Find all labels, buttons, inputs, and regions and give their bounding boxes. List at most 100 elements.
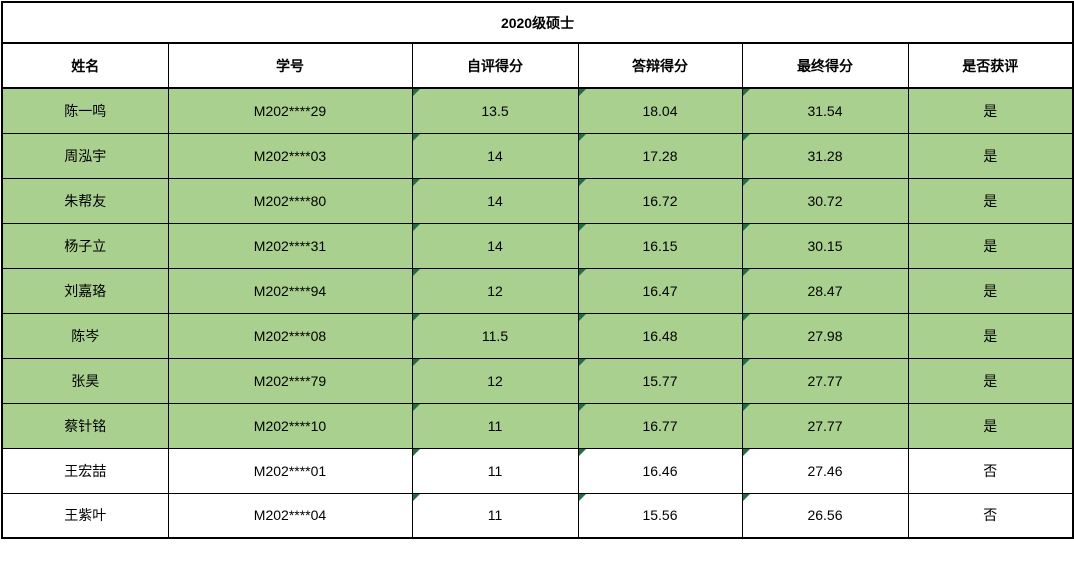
self-score: 14	[487, 237, 503, 254]
cell-self-score[interactable]: 11	[411, 402, 579, 449]
cell-final-score[interactable]: 27.77	[741, 402, 909, 449]
cell-student-id[interactable]: M202****08	[167, 312, 413, 359]
error-indicator-icon	[413, 134, 420, 141]
column-header-self-score[interactable]: 自评得分	[411, 42, 579, 89]
cell-self-score[interactable]: 12	[411, 357, 579, 404]
cell-student-name[interactable]: 蔡针铭	[1, 402, 169, 449]
cell-final-score[interactable]: 27.77	[741, 357, 909, 404]
cell-self-score[interactable]: 12	[411, 267, 579, 314]
cell-student-name[interactable]: 杨子立	[1, 222, 169, 269]
cell-student-id[interactable]: M202****01	[167, 447, 413, 494]
cell-student-name[interactable]: 刘嘉珞	[1, 267, 169, 314]
cell-self-score[interactable]: 14	[411, 177, 579, 224]
student-id: M202****10	[253, 417, 327, 434]
cell-defense-score[interactable]: 16.15	[577, 222, 743, 269]
cell-student-id[interactable]: M202****10	[167, 402, 413, 449]
cell-final-score[interactable]: 28.47	[741, 267, 909, 314]
cell-awarded[interactable]: 否	[907, 447, 1074, 494]
column-header-defense-score[interactable]: 答辩得分	[577, 42, 743, 89]
final-score: 26.56	[807, 507, 843, 524]
student-name: 王紫叶	[64, 507, 107, 524]
cell-final-score[interactable]: 27.98	[741, 312, 909, 359]
cell-final-score[interactable]: 27.46	[741, 447, 909, 494]
cell-awarded[interactable]: 是	[907, 357, 1074, 404]
defense-score: 17.28	[642, 147, 678, 164]
table-row: 蔡针铭 M202****10 11 16.77 27.77 是	[1, 402, 1074, 449]
cell-final-score[interactable]: 26.56	[741, 492, 909, 539]
cell-awarded[interactable]: 否	[907, 492, 1074, 539]
cell-student-id[interactable]: M202****03	[167, 132, 413, 179]
cell-awarded[interactable]: 是	[907, 87, 1074, 134]
error-indicator-icon	[743, 449, 750, 456]
cell-defense-score[interactable]: 18.04	[577, 87, 743, 134]
error-indicator-icon	[413, 179, 420, 186]
error-indicator-icon	[743, 494, 750, 501]
cell-defense-score[interactable]: 17.28	[577, 132, 743, 179]
cell-self-score[interactable]: 14	[411, 222, 579, 269]
cell-final-score[interactable]: 30.15	[741, 222, 909, 269]
cell-self-score[interactable]: 11.5	[411, 312, 579, 359]
column-header-label: 是否获评	[962, 57, 1019, 74]
awarded-status: 是	[983, 372, 998, 389]
table-row: 朱帮友 M202****80 14 16.72 30.72 是	[1, 177, 1074, 224]
cell-student-name[interactable]: 王宏喆	[1, 447, 169, 494]
cell-defense-score[interactable]: 15.56	[577, 492, 743, 539]
cell-student-name[interactable]: 周泓宇	[1, 132, 169, 179]
cell-self-score[interactable]: 11	[411, 492, 579, 539]
cell-awarded[interactable]: 是	[907, 267, 1074, 314]
cell-awarded[interactable]: 是	[907, 222, 1074, 269]
cell-student-name[interactable]: 朱帮友	[1, 177, 169, 224]
title-row: 2020级硕士	[1, 1, 1074, 44]
column-header-label: 学号	[276, 57, 304, 74]
student-id: M202****01	[253, 462, 327, 479]
cell-student-name[interactable]: 陈岑	[1, 312, 169, 359]
cell-student-id[interactable]: M202****29	[167, 87, 413, 134]
student-name: 王宏喆	[64, 462, 107, 479]
cell-defense-score[interactable]: 16.72	[577, 177, 743, 224]
cell-student-id[interactable]: M202****80	[167, 177, 413, 224]
cell-defense-score[interactable]: 16.47	[577, 267, 743, 314]
self-score: 11.5	[481, 327, 509, 344]
error-indicator-icon	[413, 359, 420, 366]
cell-self-score[interactable]: 13.5	[411, 87, 579, 134]
cell-self-score[interactable]: 11	[411, 447, 579, 494]
cell-student-name[interactable]: 王紫叶	[1, 492, 169, 539]
cell-defense-score[interactable]: 16.48	[577, 312, 743, 359]
defense-score: 16.72	[642, 192, 678, 209]
cell-student-id[interactable]: M202****79	[167, 357, 413, 404]
cell-final-score[interactable]: 31.54	[741, 87, 909, 134]
final-score: 30.72	[807, 192, 843, 209]
cell-awarded[interactable]: 是	[907, 312, 1074, 359]
cell-defense-score[interactable]: 15.77	[577, 357, 743, 404]
table-row: 王宏喆 M202****01 11 16.46 27.46 否	[1, 447, 1074, 494]
cell-self-score[interactable]: 14	[411, 132, 579, 179]
column-header-name[interactable]: 姓名	[1, 42, 169, 89]
cell-awarded[interactable]: 是	[907, 402, 1074, 449]
cell-awarded[interactable]: 是	[907, 177, 1074, 224]
error-indicator-icon	[743, 89, 750, 96]
final-score: 31.28	[807, 147, 843, 164]
cell-student-id[interactable]: M202****04	[167, 492, 413, 539]
cell-final-score[interactable]: 30.72	[741, 177, 909, 224]
error-indicator-icon	[413, 224, 420, 231]
error-indicator-icon	[579, 404, 586, 411]
column-header-awarded[interactable]: 是否获评	[907, 42, 1074, 89]
student-name: 周泓宇	[64, 147, 107, 164]
column-header-final-score[interactable]: 最终得分	[741, 42, 909, 89]
column-header-student-id[interactable]: 学号	[167, 42, 413, 89]
awarded-status: 是	[983, 327, 998, 344]
cell-final-score[interactable]: 31.28	[741, 132, 909, 179]
student-id: M202****80	[253, 192, 327, 209]
awarded-status: 是	[983, 102, 998, 119]
self-score: 12	[487, 282, 503, 299]
cell-student-name[interactable]: 张昊	[1, 357, 169, 404]
table-title-cell[interactable]: 2020级硕士	[1, 1, 1074, 44]
cell-student-id[interactable]: M202****31	[167, 222, 413, 269]
cell-student-id[interactable]: M202****94	[167, 267, 413, 314]
student-name: 朱帮友	[64, 192, 107, 209]
cell-awarded[interactable]: 是	[907, 132, 1074, 179]
cell-defense-score[interactable]: 16.46	[577, 447, 743, 494]
cell-defense-score[interactable]: 16.77	[577, 402, 743, 449]
student-name: 蔡针铭	[64, 417, 107, 434]
cell-student-name[interactable]: 陈一鸣	[1, 87, 169, 134]
